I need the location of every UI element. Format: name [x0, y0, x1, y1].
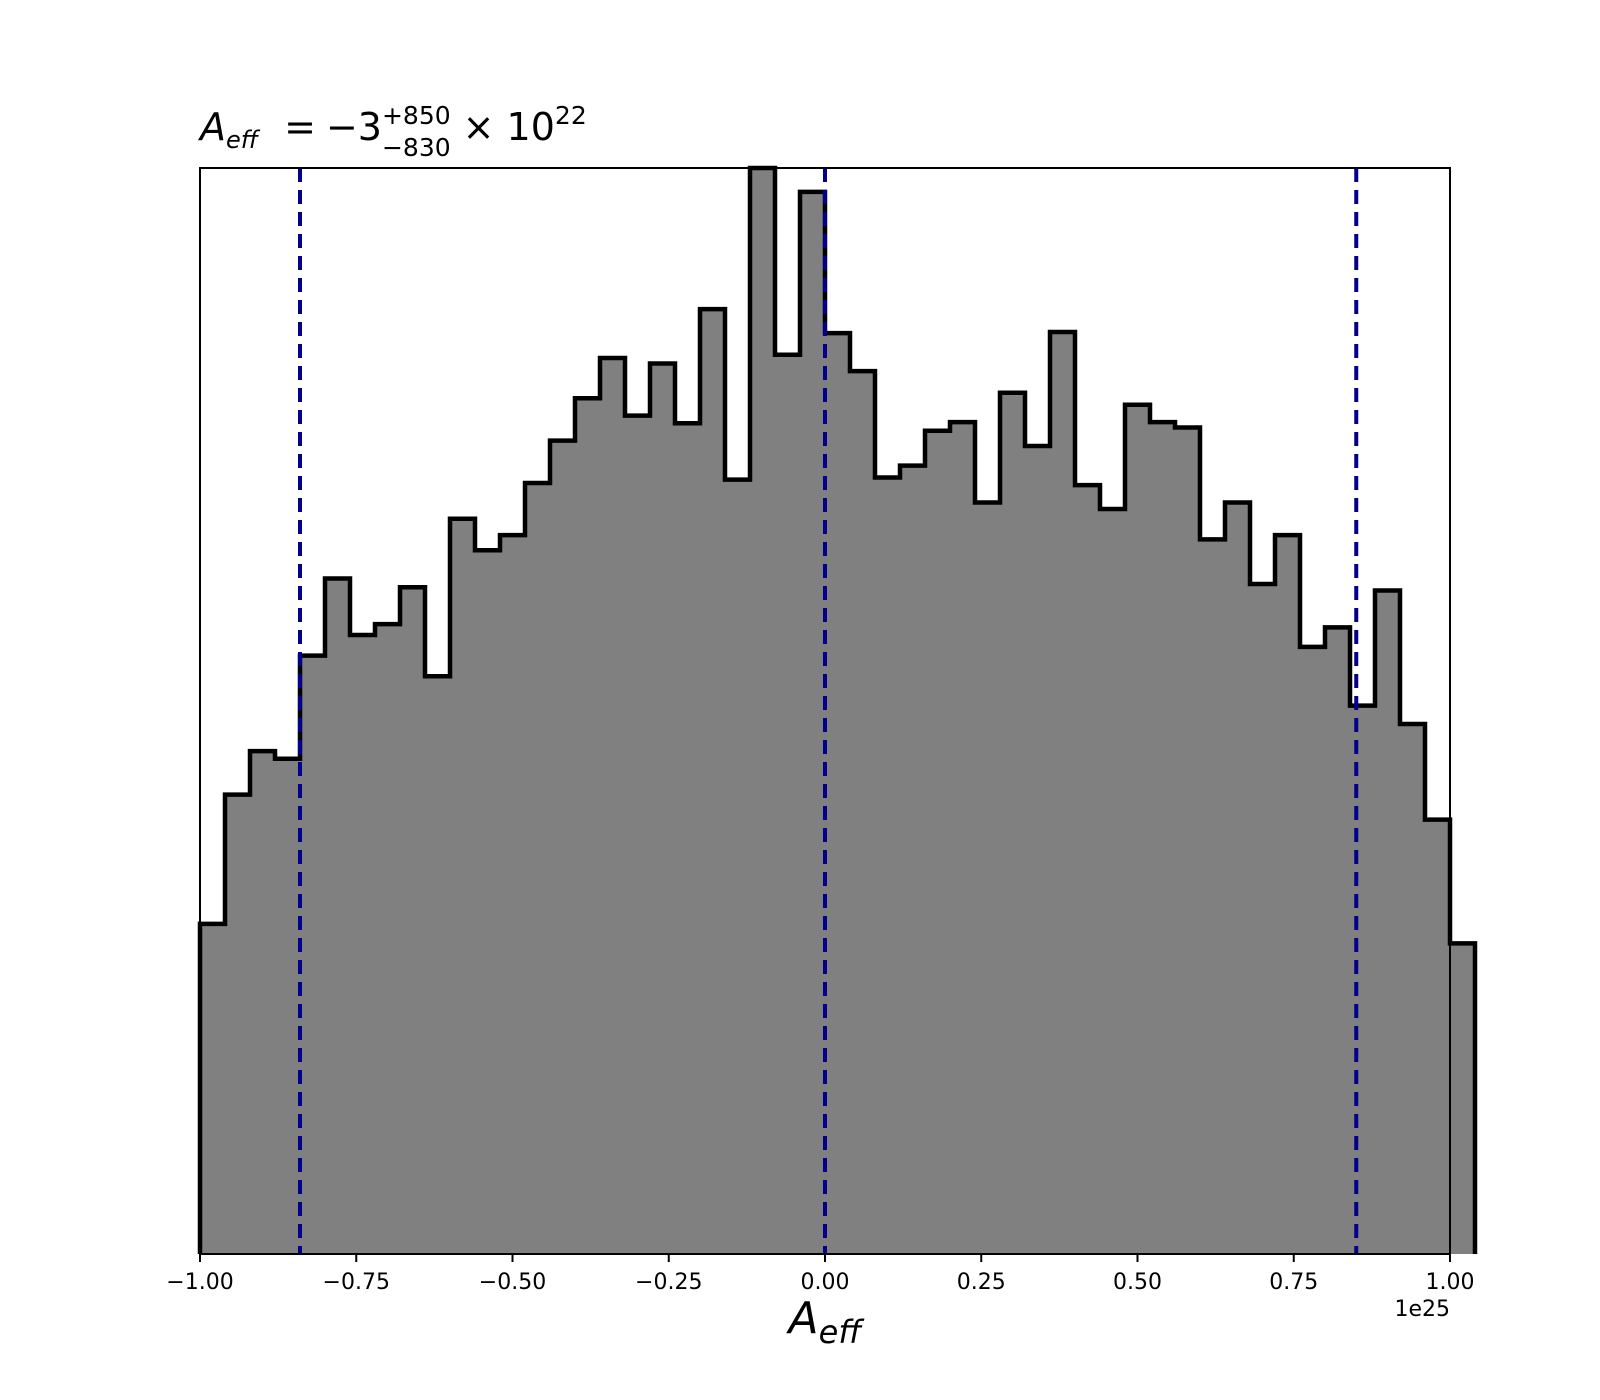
histogram-bar [325, 578, 351, 1254]
histogram-bar [275, 758, 301, 1254]
histogram-bar [1075, 485, 1101, 1254]
histogram-outline [197, 165, 1478, 1254]
histogram-bar [1175, 427, 1201, 1255]
x-axis-label-symbol: A [786, 1293, 819, 1344]
histogram-bar [950, 422, 976, 1254]
histogram-bar [425, 676, 451, 1254]
histogram-bar [1250, 583, 1276, 1254]
quantile-lines [298, 168, 1359, 1254]
histogram-bar [1325, 627, 1351, 1254]
histogram-bar [600, 358, 626, 1254]
histogram-bar [225, 794, 251, 1254]
histogram-bar [1450, 943, 1476, 1254]
x-axis-ticks: −1.00 −0.75 −0.50 −0.25 0.00 0.25 0.50 0.75 1.00 [166, 1254, 1474, 1295]
histogram-bar [400, 587, 426, 1254]
histogram-bar [1125, 404, 1151, 1254]
histogram-bar [1225, 502, 1251, 1254]
histogram-bar [800, 191, 826, 1255]
histogram-bar [475, 550, 501, 1254]
histogram-bar [200, 923, 226, 1254]
histogram-bar [725, 479, 751, 1254]
chart-title: Aeff = −3+850 −830 × 1022 [197, 101, 587, 162]
x-axis-label: Aeff [786, 1293, 866, 1351]
histogram-bar [700, 309, 726, 1254]
histogram-bar [1300, 646, 1326, 1254]
histogram-bar [500, 535, 526, 1254]
x-tick-label: −1.00 [166, 1270, 233, 1295]
title-multiplier: × 10 [463, 105, 555, 149]
x-tick-label: 0.75 [1269, 1270, 1318, 1295]
histogram-bar [750, 168, 776, 1254]
histogram-bar [775, 354, 801, 1254]
title-lower-error: −830 [382, 133, 451, 162]
x-tick-label: −0.50 [479, 1270, 546, 1295]
x-axis-label-sub: eff [819, 1313, 866, 1351]
title-value: −3 [326, 105, 382, 149]
histogram-bar [1425, 819, 1451, 1254]
title-symbol-sub: eff [226, 126, 261, 154]
histogram-bar [375, 624, 401, 1254]
histogram-bar [825, 333, 851, 1254]
histogram-bar [1050, 331, 1076, 1255]
histogram-bar [850, 371, 876, 1254]
histogram-bar [1350, 705, 1376, 1254]
histogram-bar [675, 423, 701, 1255]
histogram-bar [925, 430, 951, 1254]
histogram-bar [350, 634, 376, 1254]
histogram-bar [300, 655, 326, 1254]
histogram-bar [900, 465, 926, 1255]
histogram-bar [650, 363, 676, 1255]
histogram-bar [1275, 535, 1301, 1254]
histogram-bar [625, 415, 651, 1254]
x-tick-label: 0.00 [801, 1270, 850, 1295]
histogram-bar [1200, 539, 1226, 1254]
title-equals: = [284, 105, 316, 149]
histogram-bar [1375, 590, 1401, 1254]
histogram-bar [550, 440, 576, 1254]
histogram-bar [525, 482, 551, 1254]
histogram-bar [875, 477, 901, 1254]
x-axis-offset-label: 1e25 [1394, 1297, 1450, 1322]
x-tick-label: −0.25 [635, 1270, 702, 1295]
histogram-bar [975, 502, 1001, 1254]
title-symbol: A [197, 105, 226, 149]
histogram-bars [200, 168, 1476, 1255]
title-upper-error: +850 [382, 101, 451, 130]
histogram-bar [575, 398, 601, 1254]
x-tick-label: 1.00 [1426, 1270, 1475, 1295]
x-tick-label: 0.25 [957, 1270, 1006, 1295]
x-tick-label: 0.50 [1113, 1270, 1162, 1295]
x-tick-label: −0.75 [323, 1270, 390, 1295]
histogram-bar [1100, 509, 1126, 1254]
histogram-bar [1150, 422, 1176, 1254]
histogram-bar [250, 751, 276, 1254]
histogram-bar [450, 518, 476, 1254]
title-exponent: 22 [555, 101, 587, 130]
histogram-bar [1025, 446, 1051, 1254]
histogram-bar [1000, 392, 1026, 1254]
histogram-bar [1400, 724, 1426, 1254]
